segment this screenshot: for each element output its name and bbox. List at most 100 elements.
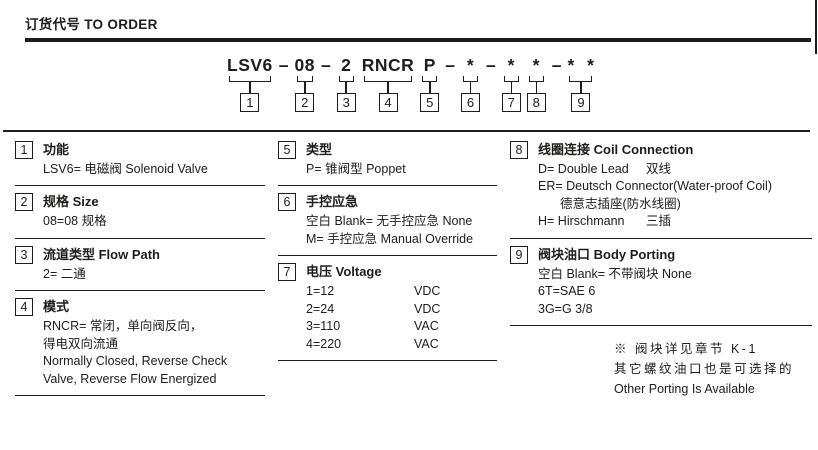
code-position-box: 8 bbox=[526, 93, 546, 112]
section-line: 6T=SAE 6 bbox=[538, 284, 596, 298]
code-segment: * * 9 bbox=[567, 55, 594, 112]
bracket-stem bbox=[469, 82, 472, 93]
legend-section: 8 线圈连接 Coil Connection D= Double Lead 双线 ER=… bbox=[510, 134, 812, 239]
section-body: 空白 Blank= 不带阀块 None 6T=SAE 6 3G=G 3/8 bbox=[538, 266, 812, 319]
code-segment-text: 2 bbox=[341, 55, 352, 75]
page-edge-mark bbox=[815, 0, 817, 54]
section-title: 模式 bbox=[43, 299, 70, 314]
code-separator: – bbox=[445, 55, 456, 75]
code-position-box: 1 bbox=[240, 93, 260, 112]
bracket-stem bbox=[580, 82, 582, 93]
section-line-pair: 4=220 VAC bbox=[306, 336, 497, 354]
bracket-stem bbox=[304, 82, 306, 93]
section-line: 08=08 规格 bbox=[43, 214, 107, 228]
legend-section: 9 阀块油口 Body Porting 空白 Blank= 不带阀块 None 6T=… bbox=[510, 239, 812, 326]
bracket-stem bbox=[249, 82, 251, 93]
bracket-line bbox=[422, 76, 438, 82]
order-code: LSV6 1–08 2–2 3 RNCR 4 P 5– * 6– * 7 * 8– * * 9 bbox=[224, 55, 818, 112]
legend-column-2: 5 类型 P= 锥阀型 Poppet 6 手控应急 空白 Blank= 无手控应急 Non… bbox=[278, 134, 497, 361]
section-title: 电压 Voltage bbox=[306, 264, 382, 279]
bracket-line bbox=[503, 76, 519, 82]
footnote-line: ※ 阀块详见章节 K-1 bbox=[614, 342, 758, 356]
section-number-box: 5 bbox=[278, 140, 296, 159]
bracket-stem bbox=[345, 82, 347, 93]
footnote-line: Other Porting Is Available bbox=[614, 382, 755, 396]
code-separator: – bbox=[551, 55, 562, 75]
pair-right-text: 双线 bbox=[646, 161, 672, 176]
section-body: 空白 Blank= 无手控应急 None M= 手控应急 Manual Overr… bbox=[306, 213, 497, 248]
pair-left-text: 2=24 bbox=[306, 301, 335, 316]
bracket-stem bbox=[535, 82, 537, 93]
code-position-box: 6 bbox=[461, 93, 481, 112]
legend-column-1: 1 功能 LSV6= 电磁阀 Solenoid Valve 2 规格 Size 08=08… bbox=[15, 134, 265, 396]
section-body: P= 锥阀型 Poppet bbox=[306, 161, 497, 179]
code-segment-text: * bbox=[466, 55, 475, 75]
code-segment: * 6 bbox=[461, 55, 481, 112]
legend-columns: 1 功能 LSV6= 电磁阀 Solenoid Valve 2 规格 Size 08=08… bbox=[0, 134, 818, 400]
section-body: 2= 二通 bbox=[43, 266, 265, 284]
code-segment-text: * bbox=[532, 55, 540, 75]
section-number-box: 1 bbox=[15, 140, 33, 159]
pair-right-text: VDC bbox=[414, 284, 441, 298]
section-line: M= 手控应急 Manual Override bbox=[306, 231, 474, 246]
code-separator: – bbox=[486, 55, 496, 75]
code-segment-text: P bbox=[423, 55, 436, 75]
section-line: 3G=G 3/8 bbox=[538, 301, 593, 316]
code-segment: RNCR 4 bbox=[362, 55, 415, 112]
section-header: 1 功能 bbox=[15, 140, 265, 160]
section-line: LSV6= 电磁阀 Solenoid Valve bbox=[43, 161, 208, 176]
page-title: 订货代号 TO ORDER bbox=[25, 17, 158, 32]
legend-section: 5 类型 P= 锥阀型 Poppet bbox=[278, 134, 497, 186]
section-line: ER= Deutsch Connector(Water-proof Coil) bbox=[538, 179, 772, 193]
section-number-box: 2 bbox=[15, 193, 33, 211]
bracket-line bbox=[229, 76, 271, 82]
section-number-box: 9 bbox=[510, 245, 528, 264]
bracket-stem bbox=[387, 82, 389, 93]
code-segment: * 7 bbox=[501, 55, 521, 112]
section-line: 2= 二通 bbox=[43, 266, 86, 281]
pair-left-text: 1=12 bbox=[306, 284, 335, 298]
section-body: 1=12 VDC 2=24 VDC 3=110 VAC 4=220 VAC bbox=[306, 283, 497, 353]
section-title: 阀块油口 Body Porting bbox=[538, 246, 676, 262]
pair-left-text: 4=220 bbox=[306, 336, 342, 351]
section-body: 08=08 规格 bbox=[43, 213, 265, 231]
code-separator: – bbox=[320, 55, 331, 75]
section-line: Normally Closed, Reverse Check bbox=[43, 354, 228, 368]
section-line-pair: 1=12 VDC bbox=[306, 283, 497, 301]
footnote-line: 其它螺纹油口也是可选择的 bbox=[614, 362, 795, 376]
legend-section: 7 电压 Voltage 1=12 VDC 2=24 VDC 3=110 VAC 4=220 VA… bbox=[278, 256, 497, 361]
code-position-box: 5 bbox=[420, 93, 440, 112]
section-title: 规格 Size bbox=[43, 194, 99, 209]
legend-section: 4 模式 RNCR= 常闭，单向阀反向， 得电双向流通 Normally Closed,… bbox=[15, 291, 265, 396]
code-position-box: 4 bbox=[378, 93, 398, 112]
pair-right-text: VDC bbox=[414, 301, 441, 316]
code-position-box: 9 bbox=[571, 93, 591, 112]
section-number-box: 7 bbox=[278, 263, 296, 281]
code-segment: * 8 bbox=[526, 55, 546, 112]
section-body: RNCR= 常闭，单向阀反向， 得电双向流通 Normally Closed, Re… bbox=[43, 318, 265, 388]
bracket-stem bbox=[429, 82, 431, 93]
section-body: LSV6= 电磁阀 Solenoid Valve bbox=[43, 161, 265, 179]
pair-left-text: D= Double Lead bbox=[538, 161, 629, 176]
section-line: 得电双向流通 bbox=[43, 336, 119, 351]
pair-right-text: 三插 bbox=[646, 214, 672, 228]
section-line-pair: 3=110 VAC bbox=[306, 318, 497, 336]
legend-section: 6 手控应急 空白 Blank= 无手控应急 None M= 手控应急 Manual … bbox=[278, 186, 497, 256]
section-title: 类型 bbox=[306, 141, 333, 157]
section-title: 流道类型 Flow Path bbox=[43, 246, 161, 262]
pair-left-text: H= Hirschmann bbox=[538, 214, 625, 228]
header-rule bbox=[25, 38, 811, 42]
section-line: RNCR= 常闭，单向阀反向， bbox=[43, 319, 203, 333]
bracket-stem bbox=[510, 82, 512, 93]
legend-section: 1 功能 LSV6= 电磁阀 Solenoid Valve bbox=[15, 134, 265, 186]
footnote: ※ 阀块详见章节 K-1 其它螺纹油口也是可选择的 Other Porting Is… bbox=[614, 339, 812, 399]
code-position-box: 7 bbox=[501, 93, 521, 112]
code-segment-text: RNCR bbox=[361, 55, 415, 75]
section-number-box: 4 bbox=[15, 298, 33, 316]
section-line-pair: D= Double Lead 双线 bbox=[538, 161, 812, 179]
section-header: 2 规格 Size bbox=[15, 192, 265, 212]
code-segment-text: 08 bbox=[294, 55, 315, 75]
